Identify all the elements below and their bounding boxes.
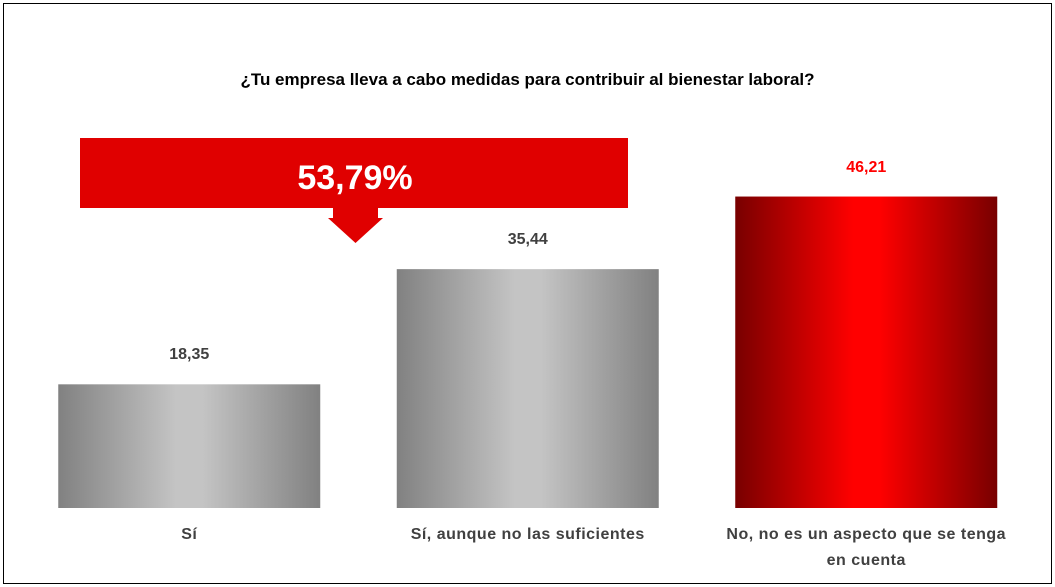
bar <box>735 196 998 508</box>
value-label: 46,21 <box>846 158 887 176</box>
value-label: 35,44 <box>507 231 548 249</box>
bar <box>58 384 321 508</box>
x-tick-label: Sí, aunque no las suficientes <box>410 526 645 543</box>
chart-title: ¿Tu empresa lleva a cabo medidas para co… <box>240 70 815 89</box>
x-tick-label: No, no es un aspecto que se tenga en cue… <box>726 526 1007 569</box>
x-tick-label: Sí <box>181 526 198 543</box>
annotation-arrow <box>328 208 383 243</box>
annotation-banner <box>80 138 628 208</box>
annotation-text: 53,79% <box>297 159 412 197</box>
value-label: 18,35 <box>169 346 210 364</box>
bar <box>396 269 659 508</box>
